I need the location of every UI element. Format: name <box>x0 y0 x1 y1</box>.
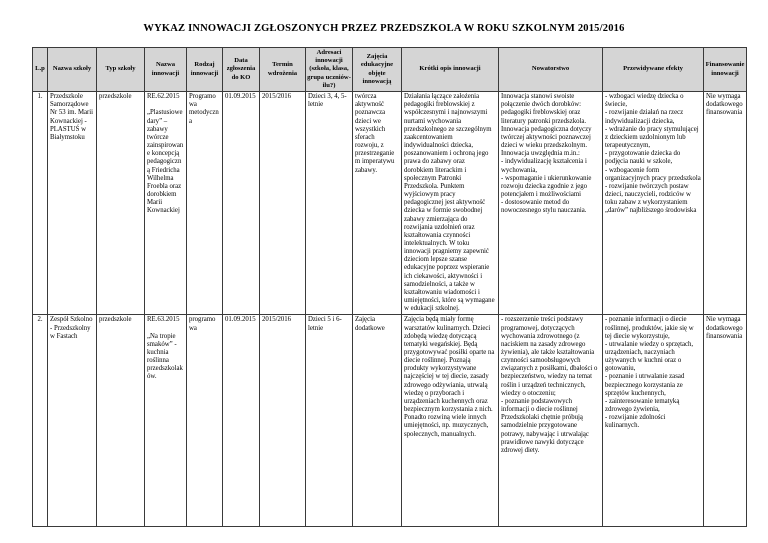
cell-implementation-term: 2015/2016 <box>259 314 306 528</box>
col-header-innovation-name: Nazwa innowacji <box>144 46 187 93</box>
col-header-subjects: Zajęcia edukacyjne objęte innowacją <box>352 46 402 93</box>
cell-innovation-kind: programowa <box>186 314 223 528</box>
cell-school-name: Zespół Szkolno - Przedszkolny w Fastach <box>47 314 97 528</box>
table-row: 1. Przedszkole Samorządowe Nr 53 im. Mar… <box>32 91 747 316</box>
cell-implementation-term: 2015/2016 <box>259 91 306 316</box>
page-title: WYKAZ INNOWACJI ZGŁOSZONYCH PRZEZ PRZEDS… <box>143 23 625 34</box>
cell-subjects: twórcza aktywność poznawcza dzieci we ws… <box>352 91 402 316</box>
cell-innovation-kind: Programowa metodyczna <box>186 91 223 316</box>
col-header-implementation-term: Termin wdrożenia <box>259 46 306 93</box>
cell-submission-date: 01.09.2015 <box>222 314 260 528</box>
cell-financing: Nie wymaga dodatkowego finansowania <box>703 314 747 528</box>
col-header-school-name: Nazwa szkoły <box>47 46 97 93</box>
col-header-effects: Przewidywane efekty <box>602 46 704 93</box>
cell-school-name: Przedszkole Samorządowe Nr 53 im. Marii … <box>47 91 97 316</box>
col-header-innovation-kind: Rodzaj innowacji <box>186 46 223 93</box>
innovations-table: L.p Nazwa szkoły Typ szkoły Nazwa innowa… <box>32 46 747 528</box>
cell-recipients: Dzieci 3, 4, 5-letnie <box>305 91 353 316</box>
cell-effects: - wzbogaci wiedzę dziecka o świecie, - r… <box>602 91 704 316</box>
col-header-submission-date: Data zgłoszenia do KO <box>222 46 260 93</box>
cell-recipients: Dzieci 5 i 6-letnie <box>305 314 353 528</box>
col-header-school-type: Typ szkoły <box>96 46 145 93</box>
cell-novelty: - rozszerzenie treści podstawy programow… <box>498 314 603 528</box>
col-header-novelty: Nowatorstwo <box>498 46 603 93</box>
table-header-row: L.p Nazwa szkoły Typ szkoły Nazwa innowa… <box>32 46 747 93</box>
cell-lp: 1. <box>32 91 48 316</box>
cell-description: Zajęcia będą miały formę warsztatów kuli… <box>401 314 499 528</box>
cell-novelty: Innowacja stanowi swoiste połączenie dwó… <box>498 91 603 316</box>
cell-submission-date: 01.09.2015 <box>222 91 260 316</box>
col-header-financing: Finansowanie innowacji <box>703 46 747 93</box>
cell-effects: - poznanie informacji o diecie roślinnej… <box>602 314 704 528</box>
cell-subjects: Zajęcia dodatkowe <box>352 314 402 528</box>
cell-innovation-name: RE.62.2015 „Plastusiowe dary” – zabawy t… <box>144 91 187 316</box>
table-row: 2. Zespół Szkolno - Przedszkolny w Fasta… <box>32 314 747 528</box>
col-header-recipients: Adresaci innowacji (szkoła, klasa, grupa… <box>305 46 353 93</box>
cell-school-type: przedszkole <box>96 91 145 316</box>
cell-innovation-name: RE.63.2015 „Na tropie smaków” - kuchnia … <box>144 314 187 528</box>
cell-financing: Nie wymaga dodatkowego finansowania <box>703 91 747 316</box>
col-header-description: Krótki opis innowacji <box>401 46 499 93</box>
cell-description: Działania łączące założenia pedagogiki f… <box>401 91 499 316</box>
col-header-lp: L.p <box>32 46 48 93</box>
cell-school-type: przedszkole <box>96 314 145 528</box>
cell-lp: 2. <box>32 314 48 528</box>
